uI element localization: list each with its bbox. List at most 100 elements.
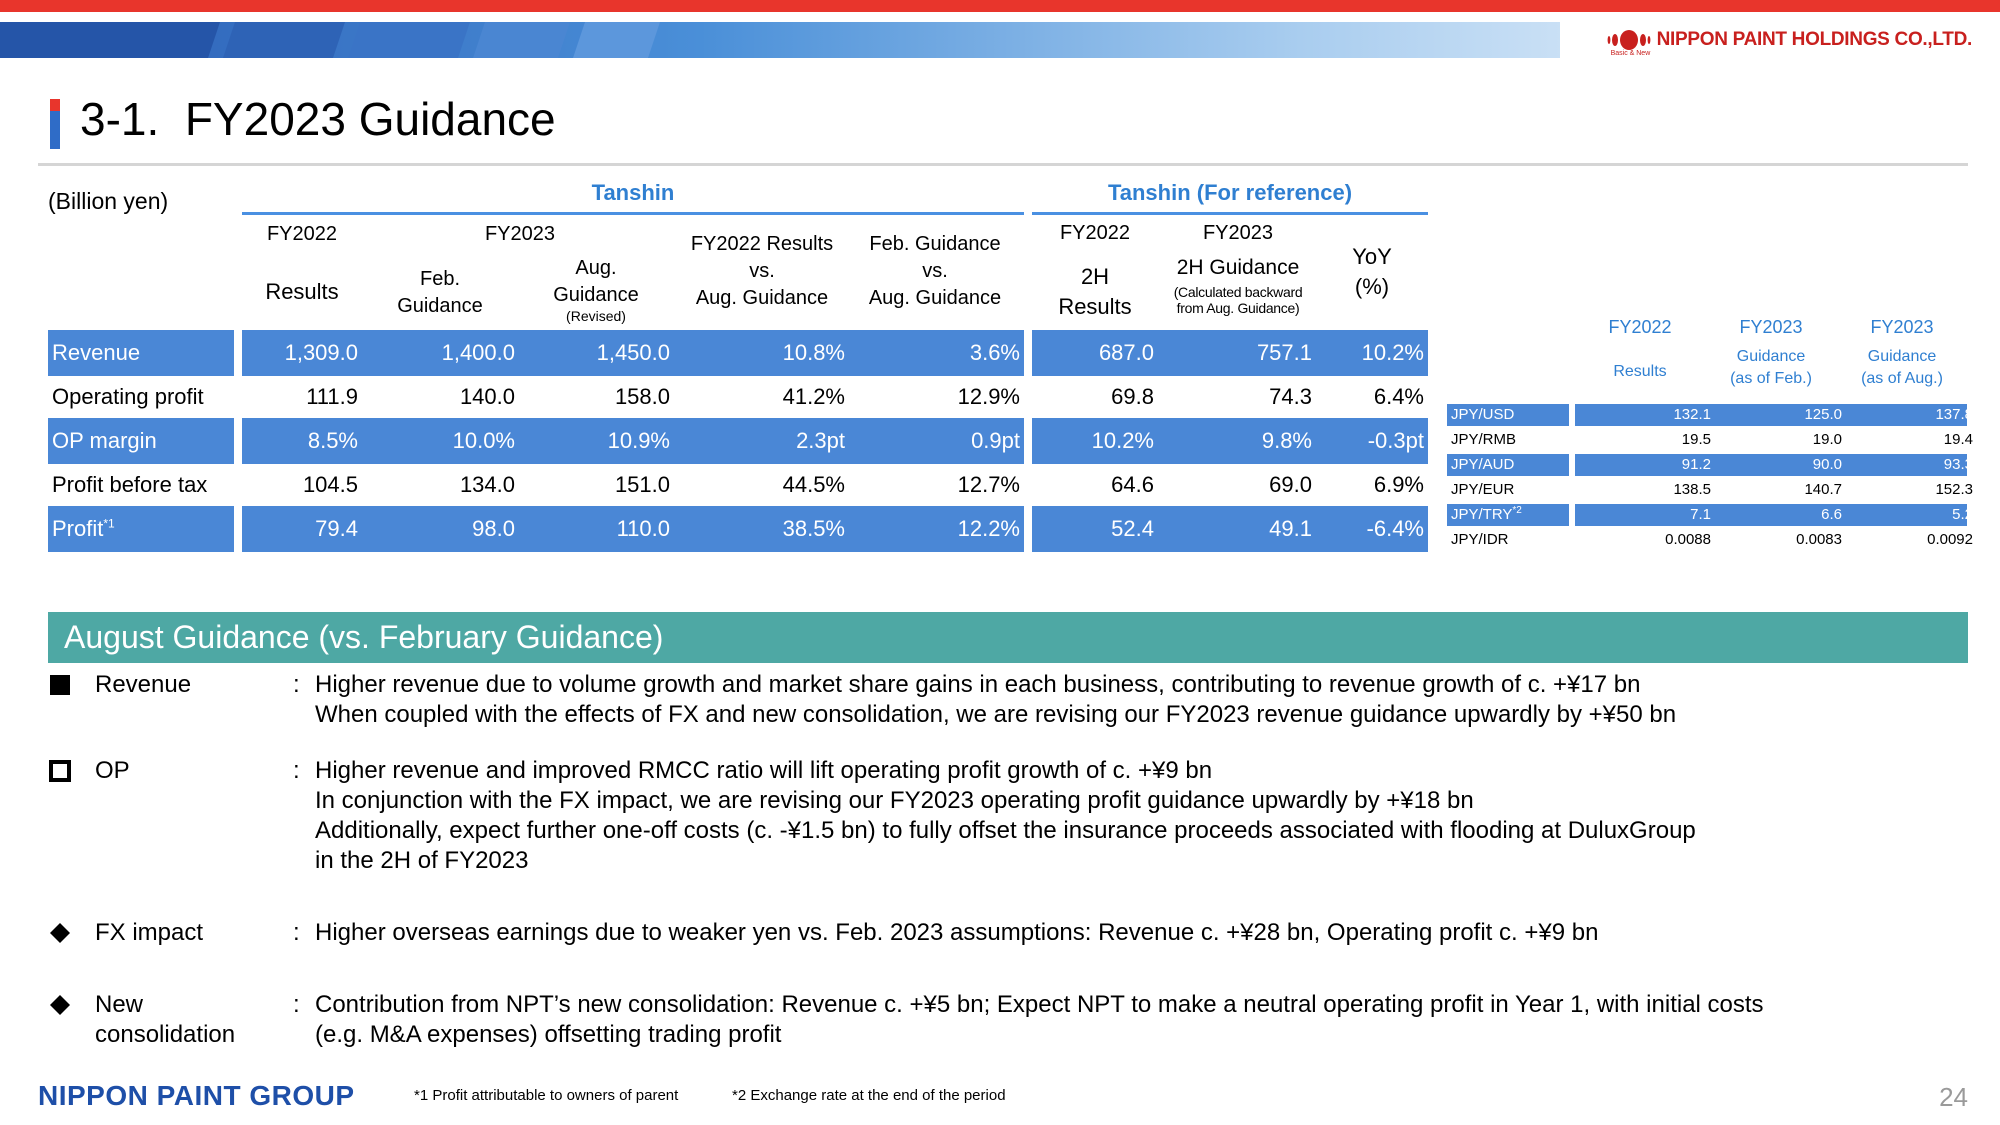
table-cell: 79.4 xyxy=(315,516,358,541)
row-label: Profit*1 xyxy=(52,506,115,552)
row-highlight xyxy=(1447,504,1569,526)
logo-mark-icon xyxy=(1607,30,1650,50)
bullet-text-line: In conjunction with the FX impact, we ar… xyxy=(315,787,1474,814)
table-cell: 158.0 xyxy=(614,384,670,409)
bullet-colon: : xyxy=(293,991,300,1018)
table-cell: 69.0 xyxy=(1269,472,1312,497)
table-cell: 134.0 xyxy=(459,472,515,497)
table-cell: 8.5% xyxy=(307,428,358,453)
fx-cell: 137.8 xyxy=(1935,406,1973,423)
fx-cell: 19.4 xyxy=(1943,431,1973,448)
group-underline-reference xyxy=(1032,212,1428,215)
fx-header-year: FY2022 xyxy=(1608,317,1672,337)
diamond-icon xyxy=(49,994,71,1016)
fx-cell: 140.7 xyxy=(1804,481,1842,498)
table-cell: 10.9% xyxy=(607,428,670,453)
fx-row-label: JPY/AUD xyxy=(1451,454,1514,476)
header-fy2023-2h: FY2023 xyxy=(1202,222,1274,244)
unit-label: (Billion yen) xyxy=(48,188,169,214)
table-row: Operating profit 111.9 140.0 158.0 41.2% 12.9… xyxy=(48,374,1428,420)
table-cell: 74.3 xyxy=(1269,384,1312,409)
table-cell: 1,450.0 xyxy=(596,340,670,365)
table-cell: 10.2% xyxy=(1361,340,1424,365)
table-cell: 3.6% xyxy=(969,340,1020,365)
table-cell: 12.9% xyxy=(957,384,1020,409)
page-title: 3-1. FY2023 Guidance xyxy=(80,93,556,145)
row-highlight xyxy=(242,330,1024,376)
row-label-text: Operating profit xyxy=(52,384,204,409)
table-cell: 0.9pt xyxy=(971,428,1020,453)
fx-row: JPY/EUR 138.5 140.7 152.3 xyxy=(1447,479,1973,501)
table-cell: 49.1 xyxy=(1269,516,1312,541)
header-fy22-vs-aug: FY2022 Results vs. Aug. Guidance xyxy=(690,233,834,309)
bullet-text-line: in the 2H of FY2023 xyxy=(315,847,529,874)
bullet-text-line: Higher revenue due to volume growth and … xyxy=(315,671,1641,698)
fx-row-label: JPY/TRY*2 xyxy=(1451,504,1522,526)
bullet-text-line: Higher revenue and improved RMCC ratio w… xyxy=(315,757,1213,784)
table-cell: 151.0 xyxy=(614,472,670,497)
fx-row-label-text: JPY/AUD xyxy=(1451,456,1515,473)
header-calc-note: (Calculated backward from Aug. Guidance) xyxy=(1173,284,1303,316)
bullet-label: FX impact xyxy=(95,919,204,946)
section-banner xyxy=(48,612,1968,663)
fx-rate-table: FY2022 Results FY2023 Guidance (as of Feb.)… xyxy=(1440,300,1980,560)
fx-row: JPY/USD 132.1 125.0 137.8 xyxy=(1447,404,1973,426)
row-highlight xyxy=(242,418,1024,464)
fx-cell: 138.5 xyxy=(1673,481,1711,498)
table-row: Profit*1 79.4 98.0 110.0 38.5% 12.2% 52.4 49.1 -… xyxy=(48,506,1428,552)
table-cell: 41.2% xyxy=(782,384,845,409)
table-cell: 6.9% xyxy=(1373,472,1424,497)
table-cell: 10.0% xyxy=(452,428,515,453)
fx-cell: 0.0092 xyxy=(1927,531,1973,548)
table-cell: 6.4% xyxy=(1373,384,1424,409)
row-label: Profit before tax xyxy=(52,462,207,508)
footnote-1: *1 Profit attributable to owners of pare… xyxy=(414,1087,679,1104)
section-title: August Guidance (vs. February Guidance) xyxy=(64,619,664,655)
fx-row-label-text: JPY/IDR xyxy=(1451,531,1509,548)
fx-row: JPY/AUD 91.2 90.0 93.3 xyxy=(1447,454,1973,476)
bullet-label: New consolidation xyxy=(95,991,236,1048)
fx-header-sub: Guidance (as of Feb.) xyxy=(1730,348,1812,387)
row-highlight xyxy=(1575,504,1967,526)
fx-header-sub: Results xyxy=(1613,363,1667,380)
fx-cell: 90.0 xyxy=(1812,456,1842,473)
table-cell: 38.5% xyxy=(782,516,845,541)
fx-cell: 19.0 xyxy=(1812,431,1842,448)
group-header-reference: Tanshin (For reference) xyxy=(1107,180,1353,205)
header-2h-guidance: 2H Guidance xyxy=(1176,256,1300,279)
row-label-text: Revenue xyxy=(52,340,141,365)
footnote-marker: *1 xyxy=(103,516,115,531)
header-fy2023: FY2023 xyxy=(484,223,556,245)
top-red-stripe xyxy=(0,0,2000,12)
bullet-text-line: Additionally, expect further one-off cos… xyxy=(315,817,1696,844)
table-cell: 687.0 xyxy=(1098,340,1154,365)
row-label: Revenue xyxy=(52,330,140,376)
bullet-colon: : xyxy=(293,671,300,698)
table-cell: 12.7% xyxy=(957,472,1020,497)
fx-row-label: JPY/IDR xyxy=(1451,529,1509,551)
row-highlight xyxy=(1575,454,1967,476)
table-cell: 69.8 xyxy=(1111,384,1154,409)
fx-row: JPY/RMB 19.5 19.0 19.4 xyxy=(1447,429,1973,451)
header-fy2022: FY2022 xyxy=(266,223,338,245)
header-fy2022-2h: FY2022 xyxy=(1059,222,1131,244)
fx-row-label-text: JPY/TRY xyxy=(1451,506,1513,523)
fx-row-label-text: JPY/USD xyxy=(1451,406,1515,423)
title-divider xyxy=(38,163,1968,166)
fx-row-label-text: JPY/EUR xyxy=(1451,481,1515,498)
row-highlight xyxy=(1032,330,1428,376)
fx-header-sub: Guidance (as of Aug.) xyxy=(1861,348,1943,387)
footnote-2: *2 Exchange rate at the end of the perio… xyxy=(732,1087,1006,1104)
header-feb-guidance: Feb. Guidance xyxy=(397,268,483,317)
row-label-text: OP margin xyxy=(52,428,157,453)
table-cell: 111.9 xyxy=(306,384,358,409)
fx-cell: 5.2 xyxy=(1952,506,1973,523)
fx-row-label-text: JPY/RMB xyxy=(1451,431,1517,448)
header-yoy: YoY (%) xyxy=(1352,244,1392,299)
row-label-text: Profit xyxy=(52,516,104,541)
filled-square-icon xyxy=(49,674,71,696)
fx-header-year: FY2023 xyxy=(1739,317,1803,337)
row-label: OP margin xyxy=(52,418,157,464)
table-cell: 52.4 xyxy=(1111,516,1154,541)
fx-row: JPY/TRY*2 7.1 6.6 5.2 xyxy=(1447,504,1973,526)
